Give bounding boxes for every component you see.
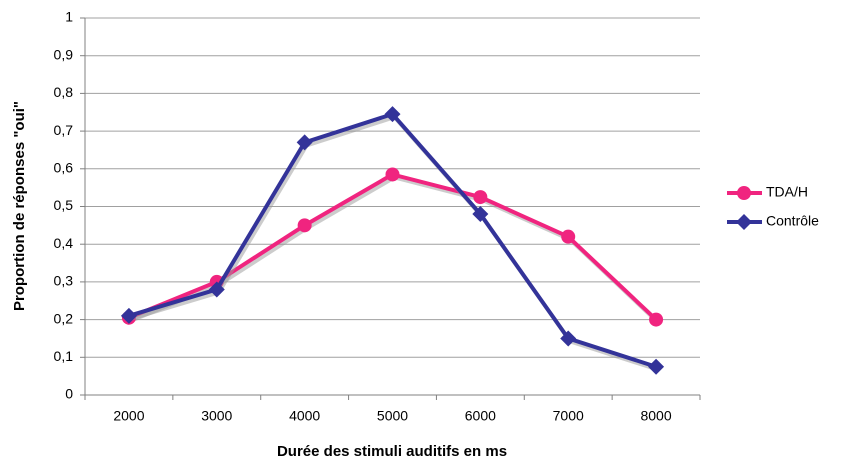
- x-tick-label: 6000: [465, 408, 496, 424]
- series-line: [128, 172, 658, 322]
- x-tick-label: 4000: [289, 408, 320, 424]
- y-tick-label: 0: [65, 386, 73, 402]
- legend-label: Contrôle: [766, 213, 819, 229]
- y-tick-label: 0,2: [54, 310, 74, 326]
- point: [561, 229, 576, 244]
- y-tick-label: 0,5: [54, 197, 74, 213]
- point: [208, 281, 225, 298]
- x-axis-title: Durée des stimuli auditifs en ms: [277, 443, 507, 460]
- y-tick-label: 0,6: [54, 160, 74, 176]
- legend-marker: [736, 214, 752, 230]
- legend-marker: [737, 186, 751, 200]
- y-tick-label: 0,7: [54, 122, 74, 138]
- x-tick-label: 7000: [553, 408, 584, 424]
- y-axis-title: Proportion de réponses "oui": [11, 101, 28, 311]
- line-shadow: [130, 114, 659, 372]
- series-line: [128, 111, 657, 369]
- point: [472, 206, 489, 223]
- y-tick-label: 0,3: [54, 273, 74, 289]
- x-tick-label: 2000: [113, 408, 144, 424]
- y-tick-label: 0,9: [54, 46, 74, 62]
- y-tick-label: 1: [65, 9, 73, 25]
- point: [648, 358, 665, 375]
- y-tick-label: 0,4: [54, 235, 74, 251]
- point: [649, 312, 664, 327]
- y-tick-label: 0,8: [54, 84, 74, 100]
- y-tick-label: 0,1: [54, 348, 74, 364]
- point: [297, 218, 312, 233]
- point: [296, 134, 313, 151]
- x-tick-label: 5000: [377, 408, 408, 424]
- point: [385, 167, 400, 182]
- x-tick-label: 3000: [201, 408, 232, 424]
- point: [384, 106, 401, 123]
- x-tick-label: 8000: [640, 408, 671, 424]
- point: [473, 190, 488, 205]
- line-shadow: [130, 175, 660, 325]
- point: [120, 307, 137, 324]
- legend-label: TDA/H: [766, 184, 808, 200]
- point: [560, 330, 577, 347]
